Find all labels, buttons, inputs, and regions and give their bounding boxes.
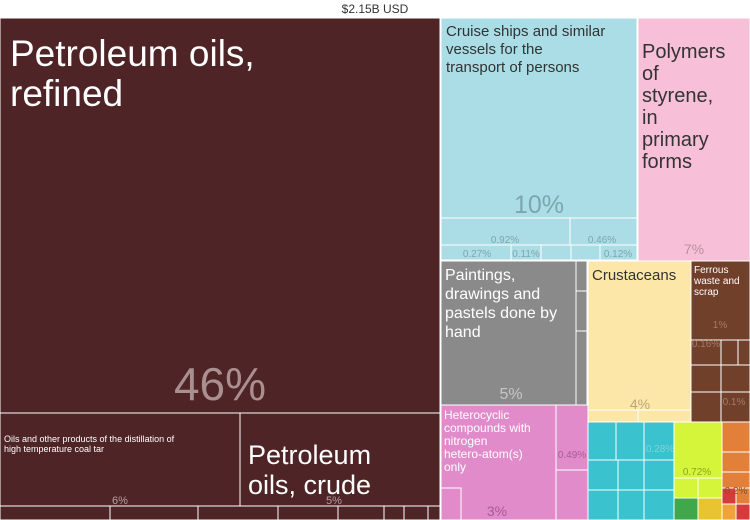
minor-cell-24 <box>615 421 645 461</box>
minor-cell-0 <box>0 505 111 520</box>
polymers-of-styrene-in-primary-forms-value: 7% <box>684 241 704 257</box>
paintings-drawings-and-pastels-done-by-h-cell <box>440 260 588 406</box>
heterocyclic-title: Heterocyclic compounds with nitrogen hetero… <box>444 408 531 474</box>
minor-cell-29 <box>643 459 675 491</box>
cruise-ships-title: Cruise ships and similar vessels for the t… <box>446 23 605 76</box>
cell-17-value: 0.28% <box>646 444 674 455</box>
polymers-title: Polymers of styrene, in primary forms <box>642 41 725 173</box>
cell-5-value: 0.46% <box>588 235 616 246</box>
treemap-chart: Petroleum oils, refined Oils and other pro… <box>0 18 750 520</box>
minor-cell-4 <box>337 505 385 520</box>
minor-cell-23 <box>587 421 617 461</box>
minor-cell-5 <box>383 505 405 520</box>
paintings-title: Paintings, drawings and pastels done by han… <box>445 267 557 341</box>
treemap-cells <box>0 18 750 520</box>
treemap-labels: Petroleum oils, refined Oils and other pro… <box>4 23 748 519</box>
minor-cell-13 <box>575 330 588 406</box>
minor-cell-11 <box>575 260 588 292</box>
ferrous-waste-title: Ferrous waste and scrap <box>693 265 740 298</box>
minor-cell-36 <box>721 451 750 473</box>
ferrous-waste-and-scrap-cell <box>690 260 750 341</box>
minor-cell-18 <box>720 364 750 393</box>
minor-cell-12 <box>575 290 588 332</box>
minor-cell-21 <box>555 469 589 520</box>
minor-cell-8 <box>540 244 572 261</box>
minor-cell-39 <box>721 503 737 520</box>
petroleum-oils-refined-title: Petroleum oils, refined <box>10 33 255 114</box>
minor-cell-22 <box>440 487 462 520</box>
cell-18-value: 0.72% <box>683 467 711 478</box>
minor-cell-35 <box>721 421 750 453</box>
oils-and-other-products-of-the-distillat-value: 6% <box>112 495 128 507</box>
chart-total-label: $2.15B USD <box>341 2 409 16</box>
minor-cell-40 <box>735 503 750 520</box>
minor-cell-31 <box>673 477 699 499</box>
cruise-ships-and-similar-vessels-for-the-value: 10% <box>514 191 564 219</box>
polymers-of-styrene-in-primary-forms-cell <box>637 18 750 262</box>
minor-cell-28 <box>617 489 645 520</box>
minor-cell-30 <box>643 489 675 520</box>
cell-7-value: 0.11% <box>512 249 540 260</box>
minor-cell-25 <box>587 459 619 491</box>
petroleum-oils-crude-value: 5% <box>326 495 342 507</box>
minor-cell-3 <box>277 505 339 520</box>
minor-cell-19 <box>690 391 722 423</box>
paintings-drawings-and-pastels-done-by-h-value: 5% <box>499 386 522 403</box>
minor-cell-9 <box>570 244 601 261</box>
petroleum-oils-crude-cell <box>239 412 441 507</box>
cell-16-value: 0.49% <box>558 450 586 461</box>
coal-tar-title: Oils and other products of the distillat… <box>4 434 175 454</box>
minor-cell-33 <box>673 497 699 520</box>
cell-14-value: 0.1% <box>723 397 746 408</box>
crustaceans-title: Crustaceans <box>592 267 676 284</box>
minor-cell-2 <box>197 505 279 520</box>
petroleum-oils-refined-value: 46% <box>174 358 266 410</box>
ferrous-waste-and-scrap-value: 1% <box>713 320 728 331</box>
heterocyclic-compounds-with-nitrogen-het-value: 3% <box>487 503 507 519</box>
minor-cell-6 <box>403 505 429 520</box>
petroleum-oils-refined-cell <box>0 18 441 414</box>
cruise-ships-and-similar-vessels-for-the-cell <box>440 18 638 219</box>
minor-cell-32 <box>697 477 723 499</box>
cell-8-value: 0.12% <box>604 249 632 260</box>
minor-cell-7 <box>427 505 441 520</box>
minor-cell-34 <box>697 497 723 520</box>
petroleum-oils-crude-title: Petroleum oils, crude <box>248 440 371 500</box>
minor-cell-1 <box>109 505 199 520</box>
cell-13-value: 0.16% <box>692 339 720 350</box>
crustaceans-value: 4% <box>630 396 650 412</box>
minor-cell-17 <box>690 364 722 393</box>
cell-4-value: 0.92% <box>491 235 519 246</box>
treemap-minor-cells <box>0 244 750 520</box>
crustaceans-cell <box>587 260 692 411</box>
cell-6-value: 0.27% <box>463 249 491 260</box>
oils-and-other-products-of-the-distillat-cell <box>0 412 241 507</box>
minor-cell-10 <box>440 259 542 262</box>
minor-cell-20 <box>737 339 750 366</box>
minor-cell-26 <box>617 459 645 491</box>
cell-19-value: 0.2% <box>725 486 748 497</box>
minor-cell-27 <box>587 489 619 520</box>
